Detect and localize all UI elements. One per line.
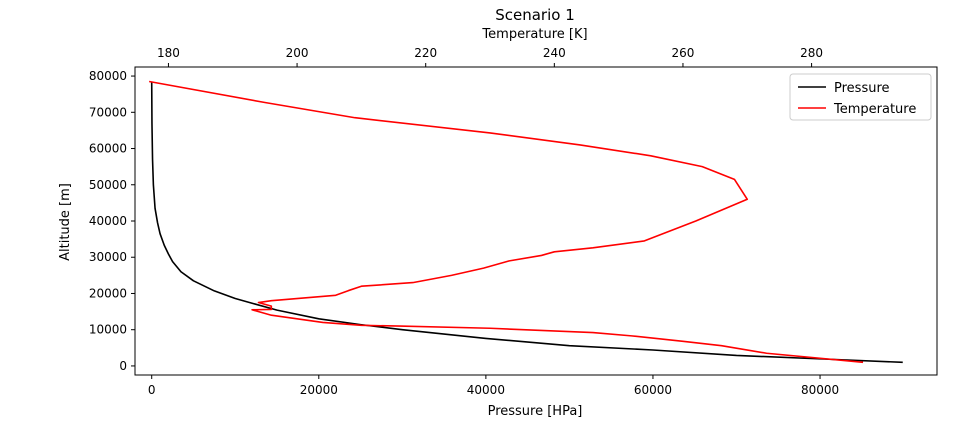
y-tick-label: 40000 bbox=[89, 214, 127, 228]
y-tick-label: 10000 bbox=[89, 323, 127, 337]
y-tick-label: 50000 bbox=[89, 178, 127, 192]
x2-tick-label: 280 bbox=[800, 46, 823, 60]
x2-axis-label: Temperature [K] bbox=[481, 27, 587, 42]
x-tick-label: 0 bbox=[148, 383, 156, 397]
series-line-temperature bbox=[149, 80, 864, 364]
y-tick-label: 80000 bbox=[89, 69, 127, 83]
legend-label: Temperature bbox=[833, 102, 916, 117]
x-tick-label: 40000 bbox=[467, 383, 505, 397]
x2-tick-label: 220 bbox=[414, 46, 437, 60]
series-line-pressure bbox=[150, 81, 903, 364]
x2-tick-label: 200 bbox=[286, 46, 309, 60]
x-tick-label: 20000 bbox=[300, 383, 338, 397]
y-tick-label: 0 bbox=[119, 359, 127, 373]
y-tick-label: 70000 bbox=[89, 105, 127, 119]
plot-area bbox=[149, 80, 903, 364]
y-tick-label: 60000 bbox=[89, 142, 127, 156]
x2-tick-label: 240 bbox=[543, 46, 566, 60]
x2-tick-label: 260 bbox=[672, 46, 695, 60]
y-tick-label: 20000 bbox=[89, 286, 127, 300]
y-axis-label: Altitude [m] bbox=[58, 183, 73, 261]
legend: Pressure Temperature bbox=[789, 73, 932, 121]
legend-label: Pressure bbox=[834, 81, 890, 96]
axes: 0 20000 40000 60000 80000 180 200 220 240 260 280 0… bbox=[89, 46, 938, 397]
y-tick-label: 30000 bbox=[89, 250, 127, 264]
x-axis-label: Pressure [HPa] bbox=[488, 404, 583, 419]
chart-title: Scenario 1 bbox=[495, 6, 575, 24]
x-tick-label: 60000 bbox=[634, 383, 672, 397]
x2-tick-label: 180 bbox=[157, 46, 180, 60]
x-tick-label: 80000 bbox=[801, 383, 839, 397]
